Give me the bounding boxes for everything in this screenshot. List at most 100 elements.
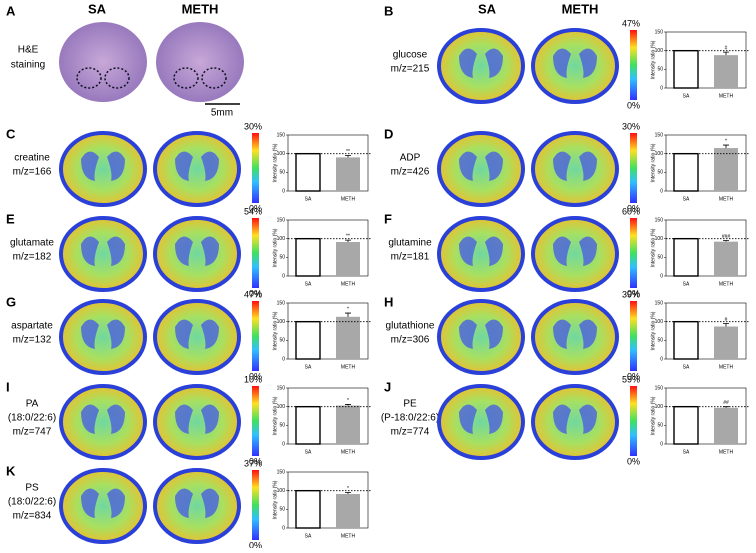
y-tick-label: 100 [277, 319, 286, 325]
x-tick-label: SA [305, 281, 312, 287]
metabolite-label: m/z=215 [391, 64, 430, 75]
y-axis-label: Intensity ratio (%) [650, 396, 656, 435]
panel-letter: E [6, 211, 15, 226]
y-axis-label: Intensity ratio (%) [650, 228, 656, 267]
color-bar [630, 218, 637, 288]
color-bar-max: 39% [622, 289, 640, 299]
error-bar [345, 492, 351, 495]
panel-letter: A [6, 3, 16, 18]
y-axis-label: Intensity ratio (%) [650, 311, 656, 350]
bar [673, 152, 699, 192]
y-tick-label: 150 [277, 300, 286, 306]
bar [295, 152, 321, 192]
chart-frame [287, 134, 369, 192]
msi-image [59, 216, 147, 292]
y-tick-label: 150 [655, 132, 664, 138]
msi-image [175, 319, 219, 349]
y-tick-label: 50 [279, 507, 285, 513]
y-axis-label: Intensity ratio (%) [272, 311, 278, 350]
x-tick-label: METH [341, 281, 356, 287]
y-tick-label: 150 [277, 132, 286, 138]
header-meth: METH [562, 1, 599, 16]
y-tick-label: 0 [660, 273, 663, 279]
color-bar-max: 60% [622, 206, 640, 216]
y-tick-label: 50 [279, 255, 285, 261]
bar [295, 405, 321, 445]
metabolite-label: PS [25, 483, 39, 494]
msi-image [153, 468, 241, 544]
scale-bar-label: 5mm [211, 108, 233, 119]
x-tick-label: METH [341, 533, 356, 539]
chart-frame [665, 134, 747, 192]
color-bar-max: 37% [244, 458, 262, 468]
error-bar [723, 144, 729, 149]
bar [295, 237, 321, 277]
color-bar-min: 0% [627, 288, 640, 298]
msi-image [553, 236, 597, 266]
y-tick-label: 100 [277, 151, 286, 157]
bar [336, 494, 360, 528]
metabolite-label: (18:0/22:6) [8, 413, 56, 424]
color-bar [252, 386, 259, 456]
color-bar-min: 0% [627, 203, 640, 213]
metabolite-label: m/z=306 [391, 335, 430, 346]
y-axis-label: Intensity ratio (%) [272, 228, 278, 267]
msi-image [153, 299, 241, 375]
panel-letter: G [6, 294, 16, 309]
color-bar-min: 0% [627, 100, 640, 110]
y-tick-label: 100 [277, 404, 286, 410]
msi-image [153, 131, 241, 207]
y-tick-label: 0 [282, 188, 285, 194]
msi-image [153, 384, 241, 460]
y-tick-label: 150 [277, 385, 286, 391]
y-tick-label: 150 [655, 29, 664, 35]
msi-image [81, 488, 125, 518]
significance: ### [722, 234, 731, 240]
color-bar-min: 0% [249, 288, 262, 298]
msi-image [175, 488, 219, 518]
x-tick-label: METH [341, 449, 356, 455]
metabolite-label: (18:0/22:6) [8, 497, 56, 508]
color-bar-max: 10% [244, 374, 262, 384]
msi-image [81, 236, 125, 266]
chart-frame [287, 387, 369, 445]
msi-image [459, 236, 503, 266]
y-tick-label: 100 [655, 404, 664, 410]
color-bar [252, 301, 259, 371]
chart-frame [665, 219, 747, 277]
header-sa: SA [478, 1, 497, 16]
x-tick-label: SA [683, 196, 690, 202]
x-tick-label: SA [305, 533, 312, 539]
y-tick-label: 0 [660, 188, 663, 194]
bar [714, 326, 738, 359]
color-bar [630, 30, 637, 100]
significance: # [725, 45, 728, 51]
metabolite-label: m/z=181 [391, 252, 430, 263]
color-bar-max: 47% [244, 289, 262, 299]
color-bar-max: 59% [622, 374, 640, 384]
x-tick-label: METH [719, 93, 734, 99]
panel-label: H&E [18, 45, 39, 56]
panel-letter: F [384, 211, 392, 226]
color-bar-max: 47% [622, 18, 640, 28]
panel-letter: I [6, 379, 10, 394]
y-tick-label: 0 [660, 356, 663, 362]
metabolite-label: PE [403, 399, 417, 410]
x-tick-label: SA [305, 364, 312, 370]
metabolite-label: m/z=774 [391, 427, 430, 438]
panel-letter: D [384, 126, 393, 141]
msi-image [437, 28, 525, 104]
msi-image [553, 48, 597, 78]
color-bar [252, 218, 259, 288]
y-tick-label: 0 [282, 525, 285, 531]
y-tick-label: 50 [657, 255, 663, 261]
msi-image [531, 216, 619, 292]
y-tick-label: 0 [660, 441, 663, 447]
msi-image [59, 384, 147, 460]
metabolite-label: glutathione [386, 321, 435, 332]
significance: * [347, 398, 349, 404]
chart-frame [665, 387, 747, 445]
metabolite-label: m/z=426 [391, 167, 430, 178]
y-tick-label: 100 [655, 319, 664, 325]
bar [673, 320, 699, 360]
